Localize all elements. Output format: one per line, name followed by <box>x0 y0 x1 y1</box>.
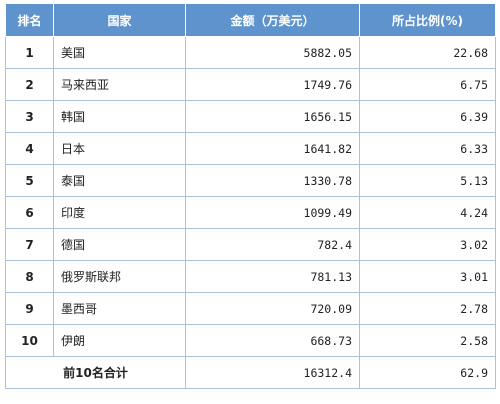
amount-cell: 1330.78 <box>185 164 360 197</box>
rank-cell: 7 <box>5 228 54 261</box>
amount-cell: 1656.15 <box>185 100 360 133</box>
country-cell: 泰国 <box>53 164 186 197</box>
table-row: 1 美国 5882.05 22.68 <box>5 36 496 69</box>
ranking-table: 排名 国家 金额（万美元） 所占比例(%) 1 美国 5882.05 22.68… <box>5 3 496 389</box>
share-cell: 6.75 <box>359 68 496 101</box>
header-row: 排名 国家 金额（万美元） 所占比例(%) <box>5 3 496 37</box>
header-country: 国家 <box>53 3 186 37</box>
ranking-table-container: 排名 国家 金额（万美元） 所占比例(%) 1 美国 5882.05 22.68… <box>5 3 496 389</box>
share-cell: 4.24 <box>359 196 496 229</box>
share-cell: 2.78 <box>359 292 496 325</box>
share-cell: 3.02 <box>359 228 496 261</box>
header-share: 所占比例(%) <box>359 3 496 37</box>
rank-cell: 8 <box>5 260 54 293</box>
amount-cell: 782.4 <box>185 228 360 261</box>
country-cell: 德国 <box>53 228 186 261</box>
rank-cell: 4 <box>5 132 54 165</box>
share-cell: 2.58 <box>359 324 496 357</box>
amount-cell: 781.13 <box>185 260 360 293</box>
total-amount-cell: 16312.4 <box>185 356 360 389</box>
amount-cell: 720.09 <box>185 292 360 325</box>
share-cell: 5.13 <box>359 164 496 197</box>
share-cell: 6.33 <box>359 132 496 165</box>
total-row: 前10名合计 16312.4 62.9 <box>5 356 496 389</box>
country-cell: 韩国 <box>53 100 186 133</box>
total-label-cell: 前10名合计 <box>5 356 186 389</box>
rank-cell: 10 <box>5 324 54 357</box>
share-cell: 6.39 <box>359 100 496 133</box>
country-cell: 墨西哥 <box>53 292 186 325</box>
header-rank: 排名 <box>5 3 54 37</box>
country-cell: 日本 <box>53 132 186 165</box>
amount-cell: 1099.49 <box>185 196 360 229</box>
amount-cell: 1641.82 <box>185 132 360 165</box>
rank-cell: 9 <box>5 292 54 325</box>
amount-cell: 5882.05 <box>185 36 360 69</box>
country-cell: 印度 <box>53 196 186 229</box>
table-row: 5 泰国 1330.78 5.13 <box>5 164 496 197</box>
rank-cell: 3 <box>5 100 54 133</box>
header-amount: 金额（万美元） <box>185 3 360 37</box>
table-row: 3 韩国 1656.15 6.39 <box>5 100 496 133</box>
share-cell: 3.01 <box>359 260 496 293</box>
rank-cell: 6 <box>5 196 54 229</box>
table-row: 9 墨西哥 720.09 2.78 <box>5 292 496 325</box>
table-row: 2 马来西亚 1749.76 6.75 <box>5 68 496 101</box>
share-cell: 22.68 <box>359 36 496 69</box>
rank-cell: 2 <box>5 68 54 101</box>
table-row: 7 德国 782.4 3.02 <box>5 228 496 261</box>
table-row: 6 印度 1099.49 4.24 <box>5 196 496 229</box>
rank-cell: 1 <box>5 36 54 69</box>
country-cell: 马来西亚 <box>53 68 186 101</box>
country-cell: 俄罗斯联邦 <box>53 260 186 293</box>
total-share-cell: 62.9 <box>359 356 496 389</box>
table-row: 4 日本 1641.82 6.33 <box>5 132 496 165</box>
table-row: 8 俄罗斯联邦 781.13 3.01 <box>5 260 496 293</box>
rank-cell: 5 <box>5 164 54 197</box>
amount-cell: 668.73 <box>185 324 360 357</box>
country-cell: 美国 <box>53 36 186 69</box>
table-row: 10 伊朗 668.73 2.58 <box>5 324 496 357</box>
country-cell: 伊朗 <box>53 324 186 357</box>
amount-cell: 1749.76 <box>185 68 360 101</box>
